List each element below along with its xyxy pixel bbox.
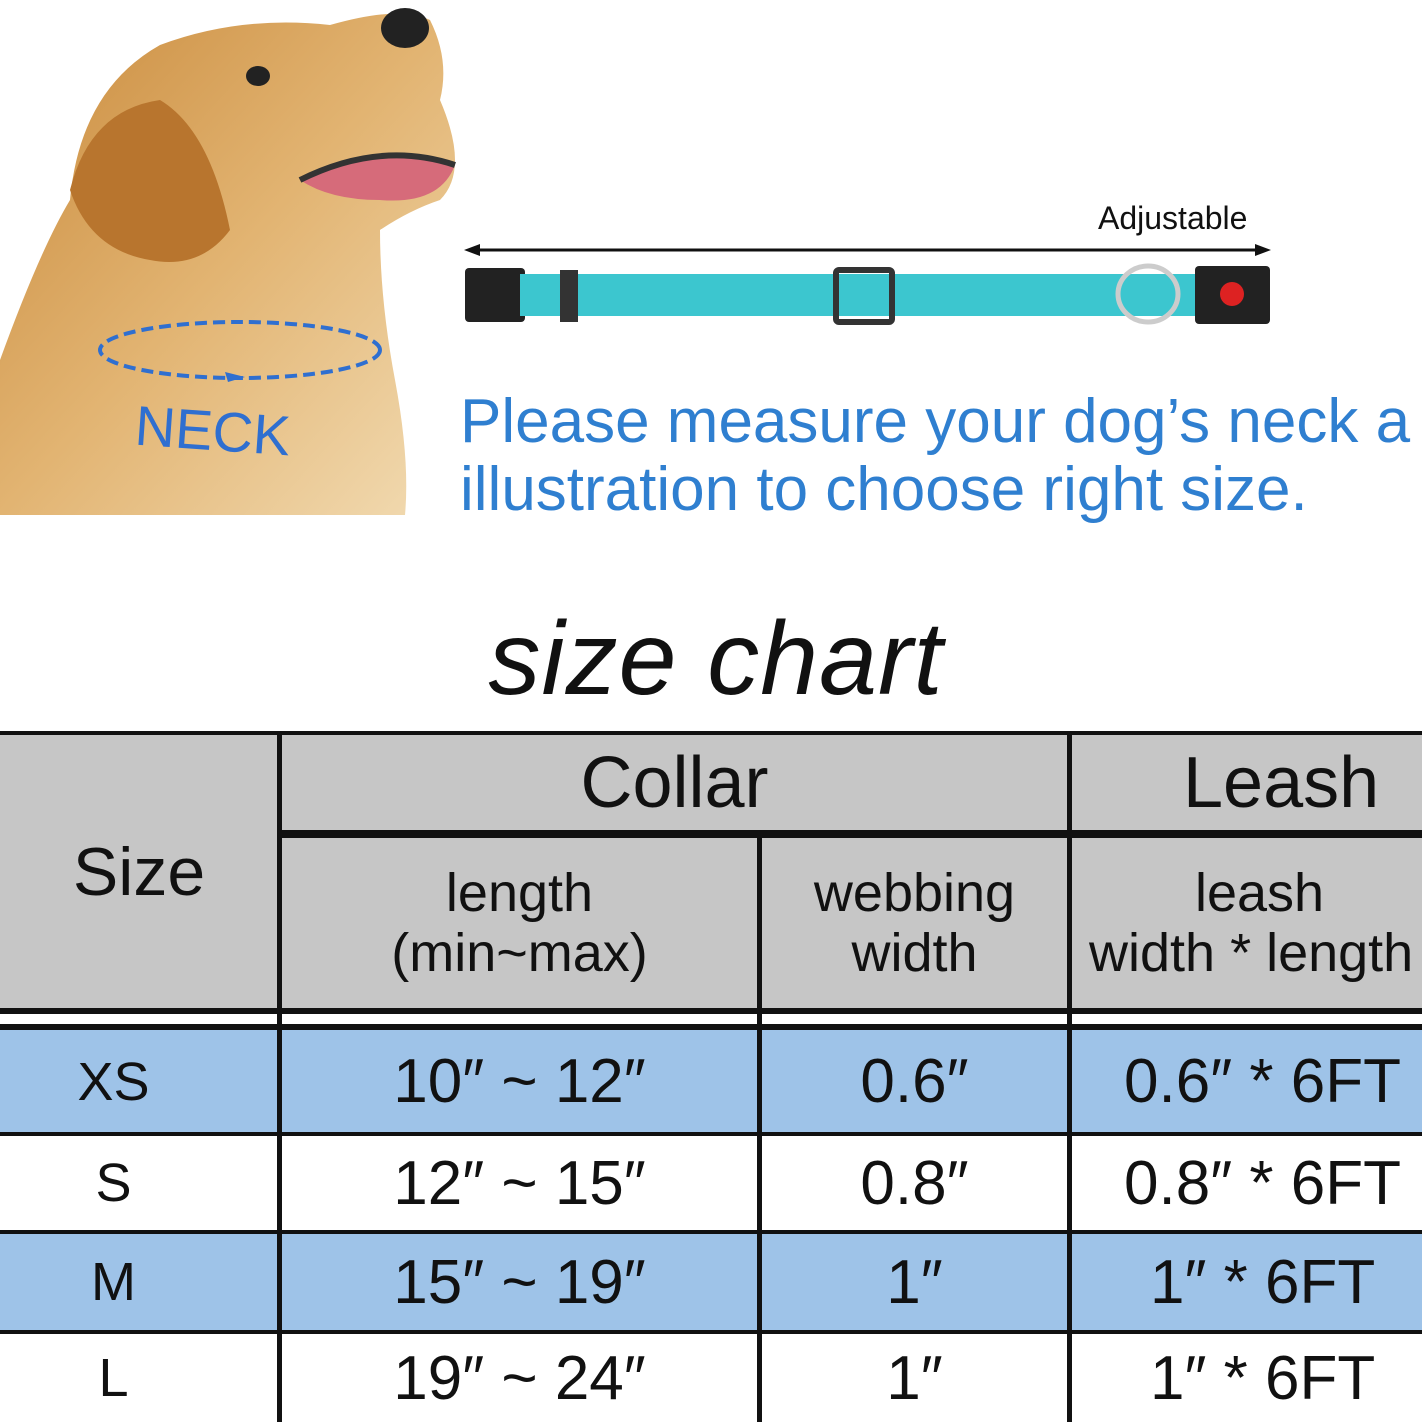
leash-cell: 1″ * 6FT <box>1072 1234 1422 1330</box>
webbing-header-line2: width <box>851 923 978 983</box>
leash-cell: 0.8″ * 6FT <box>1072 1136 1422 1230</box>
neck-label: NECK <box>132 393 293 468</box>
length-header-line1: length <box>445 863 594 923</box>
webbing-header-line1: webbing <box>813 863 1016 923</box>
webbing-header: webbing width <box>762 838 1067 1008</box>
instructions-line1: Please measure your dog’s neck a <box>460 387 1411 456</box>
webbing-cell: 1″ <box>762 1334 1067 1422</box>
measure-instructions: Please measure your dog’s neck a illustr… <box>460 388 1410 524</box>
release-button <box>1220 282 1244 306</box>
length-cell: 15″ ~ 19″ <box>282 1234 757 1330</box>
size-cell: L <box>0 1334 277 1422</box>
dog-illustration <box>0 8 456 515</box>
leash-header-line1: leash <box>1195 863 1325 923</box>
webbing-cell: 0.8″ <box>762 1136 1067 1230</box>
page-title: size chart <box>488 601 944 717</box>
size-cell: XS <box>0 1030 277 1133</box>
leash-header: Leash <box>1071 735 1422 830</box>
row-divider <box>0 1230 1422 1234</box>
leash-cell: 1″ * 6FT <box>1072 1334 1422 1422</box>
length-header-line2: (min~max) <box>391 923 648 983</box>
size-cell: S <box>0 1136 277 1230</box>
collar-strap <box>520 274 1220 316</box>
buckle-male <box>465 268 525 322</box>
length-cell: 10″ ~ 12″ <box>282 1030 757 1133</box>
length-cell: 19″ ~ 24″ <box>282 1334 757 1422</box>
webbing-cell: 0.6″ <box>762 1030 1067 1133</box>
collar-illustration <box>464 244 1271 325</box>
size-cell: M <box>0 1234 277 1330</box>
leash-cell: 0.6″ * 6FT <box>1072 1030 1422 1133</box>
adjustable-label: Adjustable <box>1098 200 1248 236</box>
leash-size-header: leash width * length <box>1071 838 1422 1008</box>
d-ring <box>1115 263 1181 325</box>
size-header: Size <box>0 735 278 1008</box>
instructions-line2: illustration to choose right size. <box>460 455 1308 524</box>
leash-header-line2: width * length <box>1089 923 1414 983</box>
row-divider <box>0 1330 1422 1334</box>
row-divider <box>0 1132 1422 1136</box>
webbing-cell: 1″ <box>762 1234 1067 1330</box>
length-cell: 12″ ~ 15″ <box>282 1136 757 1230</box>
slider-loop <box>833 267 895 325</box>
length-header: length (min~max) <box>282 838 757 1008</box>
collar-header: Collar <box>282 735 1067 830</box>
